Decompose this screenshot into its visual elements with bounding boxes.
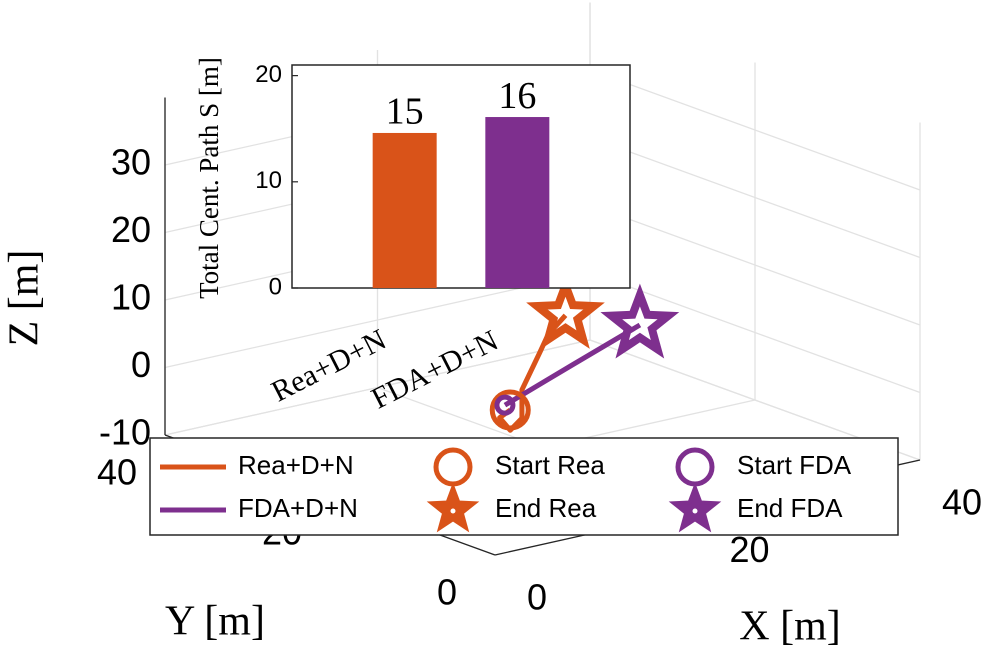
z-tick-label: 10	[111, 277, 151, 318]
legend-end-dot	[450, 508, 456, 514]
z-axis-label: Z [m]	[2, 250, 48, 347]
legend-label: Start Rea	[495, 450, 605, 480]
legend	[149, 437, 899, 536]
legend-end-dot	[692, 508, 698, 514]
z-tick-label: 0	[131, 344, 151, 385]
legend-label: End FDA	[737, 493, 843, 523]
y-tick-label: 0	[437, 572, 457, 613]
bar	[485, 117, 550, 289]
bar	[372, 132, 437, 288]
x-tick-label: 20	[729, 529, 769, 570]
y-axis-label: Y [m]	[165, 599, 265, 645]
legend-end-marker	[426, 482, 480, 533]
legend-label: Start FDA	[737, 450, 852, 480]
z-tick-label: -10	[99, 412, 151, 453]
z-tick-label: 30	[111, 142, 151, 183]
y-tick-label: 40	[97, 452, 137, 493]
y-tick-label: 10	[255, 167, 282, 194]
y-tick-label: 20	[255, 61, 282, 88]
annotation: FDA+D+N	[366, 324, 503, 416]
y-tick-label: 0	[269, 273, 282, 300]
inset-axes	[291, 64, 631, 289]
z-tick-label: 20	[111, 209, 151, 250]
grid-line	[589, 136, 921, 259]
start-marker	[494, 394, 516, 416]
grid-line	[589, 204, 921, 326]
grid-line	[164, 339, 591, 436]
x-tick-label: 40	[942, 482, 982, 523]
grid-line	[589, 69, 921, 191]
end-marker	[600, 283, 680, 359]
value-label: 16	[498, 75, 536, 117]
end-marker	[526, 273, 605, 349]
legend-end-marker	[668, 482, 722, 533]
legend-label: FDA+D+N	[238, 493, 358, 523]
start-marker	[489, 389, 531, 431]
legend-label: Rea+D+N	[238, 450, 354, 480]
legend-label: End Rea	[495, 493, 597, 523]
grid-line	[589, 271, 921, 394]
y-axis-label: Total Cent. Path S [m]	[194, 57, 224, 299]
value-label: 15	[386, 91, 424, 133]
x-tick-label: 0	[527, 577, 547, 618]
trajectory	[503, 322, 642, 408]
x-axis-label: X [m]	[739, 604, 840, 650]
